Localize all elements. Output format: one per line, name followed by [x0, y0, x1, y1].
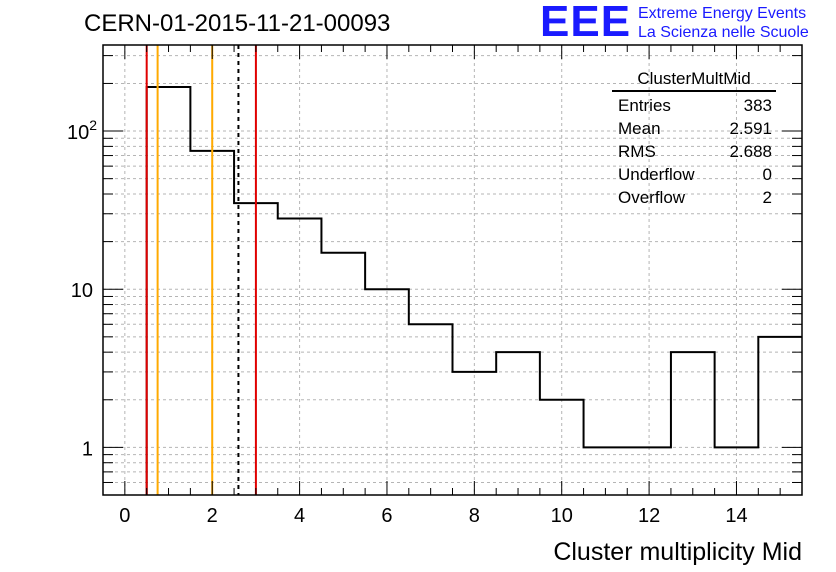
run-title: CERN-01-2015-11-21-00093 [84, 10, 391, 37]
stats-value: 0 [762, 165, 772, 184]
stats-label: Overflow [618, 188, 686, 207]
y-tick-label: 10 [71, 280, 93, 302]
stats-row-mean: Mean 2.591 [612, 117, 776, 140]
y-tick-label: 102 [67, 117, 97, 144]
stats-row-entries: Entries 383 [612, 94, 776, 117]
stats-row-underflow: Underflow 0 [612, 163, 776, 186]
stats-value: 2 [762, 188, 772, 207]
histogram-line [145, 85, 802, 495]
x-tick-label: 12 [638, 505, 660, 527]
x-tick-label: 8 [469, 505, 480, 527]
y-tick-label: 1 [82, 438, 93, 460]
logo-subtitle-line1: Extreme Energy Events [638, 5, 807, 22]
logo-subtitle-line2: La Scienza nelle Scuole [638, 24, 809, 41]
stats-value: 383 [743, 96, 772, 115]
stats-value: 2.591 [729, 119, 772, 138]
stats-row-rms: RMS 2.688 [612, 140, 776, 163]
stats-label: Entries [618, 96, 671, 115]
x-tick-label: 6 [381, 505, 392, 527]
x-tick-label: 14 [725, 505, 747, 527]
stats-box: ClusterMultMid Entries 383 Mean 2.591 RM… [612, 70, 776, 209]
eee-logo: EEE Extreme Energy Events La Scienza nel… [540, 0, 830, 46]
stats-row-overflow: Overflow 2 [612, 186, 776, 209]
x-axis-label: Cluster multiplicity Mid [553, 538, 802, 566]
stats-label: Underflow [618, 165, 695, 184]
x-tick-label: 10 [551, 505, 573, 527]
x-tick-label: 0 [119, 505, 130, 527]
stats-title: ClusterMultMid [612, 70, 776, 92]
x-tick-label: 4 [294, 505, 305, 527]
x-tick-label: 2 [207, 505, 218, 527]
stats-label: RMS [618, 142, 656, 161]
stats-value: 2.688 [729, 142, 772, 161]
stats-label: Mean [618, 119, 661, 138]
logo-mark: EEE [540, 0, 632, 46]
